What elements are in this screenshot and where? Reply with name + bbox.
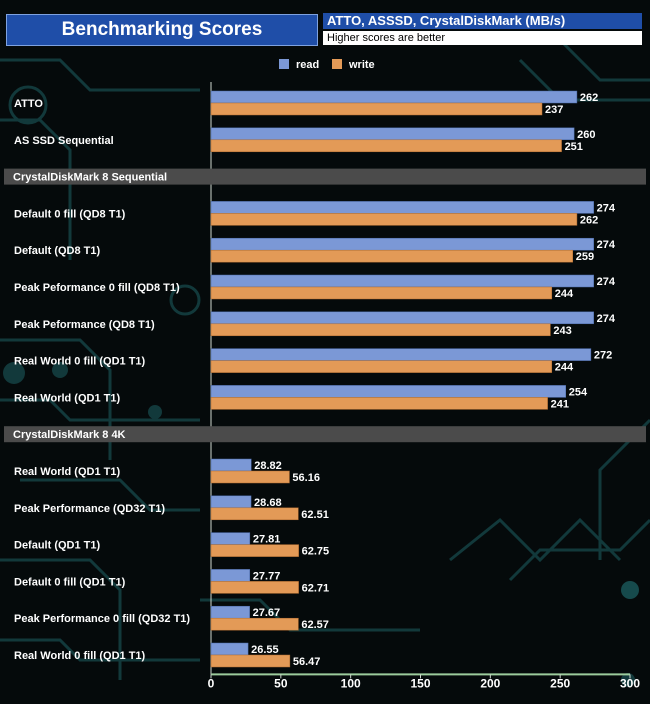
data-label-write: 243 <box>553 325 571 337</box>
category-label: Real World (QD1 T1) <box>14 466 120 478</box>
data-label-read: 28.82 <box>254 460 282 472</box>
section-header-label: CrystalDiskMark 8 4K <box>13 429 126 441</box>
data-label-write: 56.16 <box>292 472 320 484</box>
category-label: Default 0 fill (QD8 T1) <box>14 208 126 220</box>
category-label: ATTO <box>14 98 43 110</box>
data-label-read: 274 <box>597 239 616 251</box>
data-label-write: 262 <box>580 214 598 226</box>
data-label-read: 274 <box>597 202 616 214</box>
section-header-bar <box>4 426 646 443</box>
legend-swatch-read <box>279 59 289 69</box>
data-label-write: 62.51 <box>301 509 329 521</box>
data-label-read: 27.77 <box>253 570 281 582</box>
data-label-write: 237 <box>545 104 563 116</box>
data-label-read: 274 <box>597 276 616 288</box>
data-label-read: 254 <box>569 386 588 398</box>
category-label: Peak Performance (QD32 T1) <box>14 503 165 515</box>
legend-label-write: write <box>348 59 375 71</box>
x-tick-label: 250 <box>550 676 570 690</box>
legend-label-read: read <box>296 59 319 71</box>
category-label: Default (QD1 T1) <box>14 540 101 552</box>
bar-read <box>210 458 252 472</box>
x-tick-label: 50 <box>274 676 288 690</box>
x-tick-label: 100 <box>341 676 361 690</box>
x-tick-label: 0 <box>208 676 215 690</box>
bar-write <box>210 544 299 557</box>
bar-write <box>210 323 551 337</box>
section-header-label: CrystalDiskMark 8 Sequential <box>13 172 167 184</box>
data-label-write: 244 <box>555 288 574 300</box>
bar-write <box>210 249 573 263</box>
data-label-read: 274 <box>597 313 616 325</box>
x-tick-label: 200 <box>480 676 500 690</box>
category-label: Peak Peformance 0 fill (QD8 T1) <box>14 282 180 294</box>
category-label: Real World 0 fill (QD1 T1) <box>14 356 146 368</box>
bar-write <box>210 617 299 631</box>
x-tick-label: 150 <box>410 676 430 690</box>
data-label-read: 272 <box>594 350 612 362</box>
bar-write <box>210 102 543 116</box>
data-label-write: 244 <box>555 362 574 374</box>
bar-read <box>210 532 251 545</box>
bar-read <box>210 642 249 656</box>
bar-write <box>210 581 299 594</box>
bar-write <box>210 213 578 226</box>
bar-read <box>210 201 594 214</box>
data-label-write: 62.71 <box>302 582 330 594</box>
bar-read <box>210 311 594 325</box>
bar-write <box>210 360 553 373</box>
data-label-write: 241 <box>551 398 569 410</box>
data-label-read: 26.55 <box>251 644 279 656</box>
bar-read <box>210 605 250 619</box>
bar-read <box>210 127 575 141</box>
bar-read <box>210 495 252 509</box>
legend-swatch-write <box>332 59 342 69</box>
category-label: Default (QD8 T1) <box>14 245 101 257</box>
bar-write <box>210 507 299 521</box>
category-label: Peak Performance 0 fill (QD32 T1) <box>14 613 190 625</box>
data-label-read: 262 <box>580 92 598 104</box>
data-label-read: 260 <box>577 129 595 141</box>
bar-write <box>210 139 562 153</box>
bar-read <box>210 90 578 104</box>
bar-read <box>210 237 594 251</box>
category-label: Peak Peformance (QD8 T1) <box>14 319 155 331</box>
data-label-read: 27.81 <box>253 534 281 546</box>
category-label: AS SSD Sequential <box>14 135 114 147</box>
chart-note: Higher scores are better <box>323 31 642 45</box>
data-label-write: 62.57 <box>301 619 329 631</box>
data-label-write: 259 <box>576 251 594 263</box>
bar-read <box>210 348 592 361</box>
chart-subtitle: ATTO, ASSSD, CrystalDiskMark (MB/s) <box>323 13 642 29</box>
bar-write <box>210 397 548 410</box>
category-label: Default 0 fill (QD1 T1) <box>14 576 126 588</box>
page-title: Benchmarking Scores <box>6 14 318 46</box>
bar-write <box>210 286 553 300</box>
bar-write <box>210 470 290 484</box>
category-label: Real World 0 fill (QD1 T1) <box>14 650 146 662</box>
data-label-read: 28.68 <box>254 497 282 509</box>
category-label: Real World (QD1 T1) <box>14 392 120 404</box>
section-header-bar <box>4 168 646 185</box>
data-label-read: 27.67 <box>253 607 281 619</box>
bar-read <box>210 569 251 582</box>
bar-read <box>210 385 567 398</box>
data-label-write: 62.75 <box>302 546 330 558</box>
data-label-write: 251 <box>565 141 583 153</box>
bar-write <box>210 654 291 668</box>
x-tick-label: 300 <box>620 676 640 690</box>
data-label-write: 56.47 <box>293 656 321 668</box>
bar-read <box>210 274 594 288</box>
